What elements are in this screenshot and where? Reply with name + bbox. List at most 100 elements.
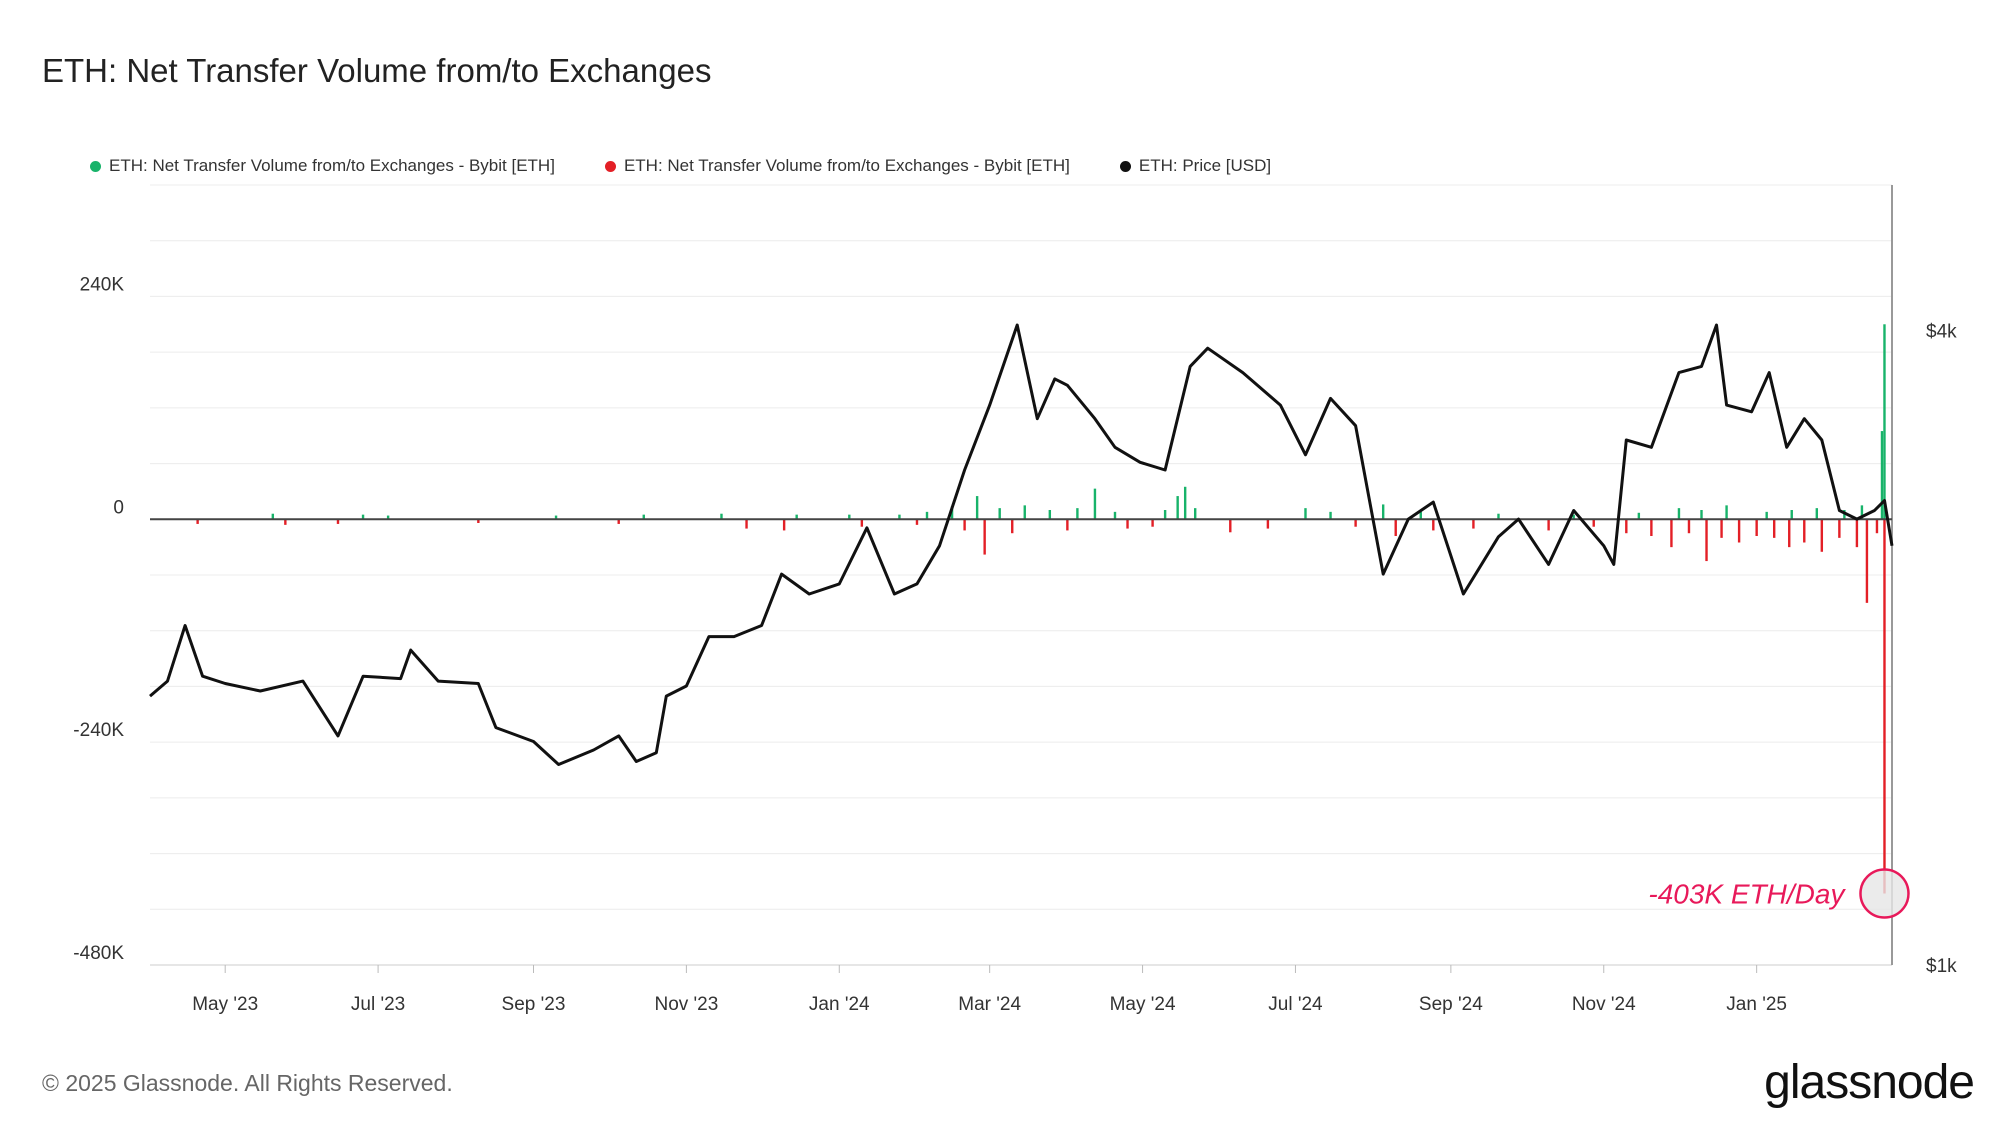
outflow-bar bbox=[1883, 519, 1886, 894]
inflow-bar bbox=[1700, 510, 1703, 520]
outflow-bar bbox=[1126, 519, 1129, 529]
legend-item-price[interactable]: ETH: Price [USD] bbox=[1119, 156, 1272, 176]
inflow-bar bbox=[1419, 511, 1422, 520]
outflow-bar bbox=[1737, 519, 1741, 543]
chart-legend: ETH: Net Transfer Volume from/to Exchang… bbox=[90, 156, 1271, 176]
inflow-bar bbox=[554, 515, 558, 520]
inflow-bar bbox=[848, 514, 851, 520]
inflow-bar bbox=[271, 513, 275, 520]
outflow-bar bbox=[1066, 519, 1069, 531]
outflow-bar bbox=[1820, 519, 1824, 552]
outflow-bar bbox=[336, 519, 340, 524]
outflow-bar bbox=[1687, 519, 1691, 534]
outflow-bar bbox=[1705, 519, 1708, 562]
inflow-bar bbox=[1194, 508, 1197, 520]
outflow-bar bbox=[1670, 519, 1673, 548]
legend-label-inflow: ETH: Net Transfer Volume from/to Exchang… bbox=[109, 156, 555, 175]
outflow-bar bbox=[617, 519, 620, 524]
outflow-bar bbox=[1472, 519, 1475, 529]
y-right-tick-label: $4k bbox=[1926, 322, 1957, 343]
inflow-bar bbox=[1023, 505, 1026, 520]
x-tick-label: Sep '24 bbox=[1419, 994, 1483, 1015]
inflow-bar bbox=[1725, 505, 1728, 520]
inflow-bar bbox=[898, 514, 901, 520]
outflow-bar bbox=[782, 519, 786, 531]
outflow-bar bbox=[860, 519, 864, 527]
x-tick-label: Jul '24 bbox=[1268, 994, 1323, 1015]
inflow-bar bbox=[1843, 510, 1846, 520]
inflow-bar bbox=[1113, 511, 1117, 520]
inflow-bar bbox=[642, 514, 645, 520]
outflow-bar bbox=[1625, 519, 1628, 534]
inflow-bar bbox=[1572, 514, 1575, 520]
inflow-bar bbox=[386, 515, 390, 520]
x-tick-label: May '23 bbox=[192, 994, 258, 1015]
inflow-bar bbox=[1880, 431, 1884, 520]
inflow-bar bbox=[1176, 496, 1179, 520]
y-left-tick-label: -240K bbox=[73, 720, 124, 741]
x-tick-label: Nov '23 bbox=[654, 994, 718, 1015]
inflow-bar bbox=[1765, 511, 1768, 520]
inflow-bar bbox=[1163, 510, 1167, 520]
x-tick-label: Sep '23 bbox=[502, 994, 566, 1015]
outflow-bar bbox=[1650, 519, 1653, 536]
outflow-bar bbox=[1432, 519, 1435, 531]
outflow-bar bbox=[1592, 519, 1595, 527]
x-tick-label: Nov '24 bbox=[1572, 994, 1636, 1015]
annotation-circle bbox=[1859, 868, 1910, 919]
inflow-bar bbox=[1677, 508, 1681, 520]
outflow-bar bbox=[1011, 519, 1014, 534]
inflow-bar bbox=[998, 508, 1001, 520]
outflow-bar bbox=[1720, 519, 1723, 538]
outflow-bar bbox=[963, 519, 966, 531]
glassnode-logo: glassnode bbox=[1764, 1056, 1975, 1109]
outflow-bar bbox=[1865, 519, 1869, 603]
legend-label-price: ETH: Price [USD] bbox=[1138, 156, 1272, 175]
chart-title: ETH: Net Transfer Volume from/to Exchang… bbox=[42, 52, 712, 89]
inflow-bar bbox=[1048, 510, 1052, 520]
outflow-bar bbox=[1855, 519, 1859, 548]
outflow-bar bbox=[1266, 519, 1270, 529]
inflow-bar bbox=[1093, 488, 1097, 520]
inflow-bar bbox=[1497, 513, 1500, 520]
inflow-bar bbox=[1329, 511, 1332, 520]
price-line bbox=[149, 323, 1894, 766]
inflow-bar bbox=[1076, 508, 1079, 520]
outflow-bar bbox=[1755, 519, 1758, 536]
legend-item-inflow[interactable]: ETH: Net Transfer Volume from/to Exchang… bbox=[90, 156, 555, 176]
outflow-bar bbox=[1547, 519, 1550, 531]
inflow-bar bbox=[720, 513, 723, 520]
outflow-bar bbox=[196, 519, 199, 524]
inflow-bar bbox=[1381, 504, 1385, 520]
inflow-bar bbox=[925, 511, 929, 520]
inflow-bar bbox=[975, 496, 979, 520]
legend-dot-black bbox=[1119, 160, 1131, 172]
legend-dot-red bbox=[604, 160, 616, 172]
outflow-bar bbox=[1354, 519, 1357, 527]
inflow-bar bbox=[1183, 486, 1187, 520]
outflow-bar bbox=[1229, 519, 1232, 533]
y-left-tick-label: 0 bbox=[113, 497, 124, 518]
copyright-text: © 2025 Glassnode. All Rights Reserved. bbox=[42, 1070, 453, 1096]
outflow-bar bbox=[1803, 519, 1806, 543]
outflow-bar bbox=[1875, 519, 1879, 534]
x-tick-label: Jan '24 bbox=[809, 994, 870, 1015]
inflow-bar bbox=[1637, 512, 1641, 520]
outflow-bar bbox=[983, 519, 986, 555]
inflow-bar bbox=[1883, 324, 1886, 520]
inflow-bar bbox=[950, 506, 954, 520]
y-right-tick-label: $1k bbox=[1926, 956, 1957, 977]
inflow-bar bbox=[1790, 510, 1793, 520]
outflow-bar bbox=[1394, 519, 1397, 536]
inflow-bar bbox=[1815, 508, 1819, 520]
x-tick-label: Mar '24 bbox=[958, 994, 1021, 1015]
y-left-tick-label: -480K bbox=[73, 943, 124, 964]
outflow-bar bbox=[477, 519, 480, 523]
outflow-bar bbox=[1838, 519, 1841, 538]
inflow-bar bbox=[1860, 505, 1864, 520]
outflow-bar bbox=[1151, 519, 1154, 527]
legend-item-outflow[interactable]: ETH: Net Transfer Volume from/to Exchang… bbox=[604, 156, 1070, 176]
outflow-bar bbox=[1788, 519, 1791, 548]
inflow-bar bbox=[1304, 508, 1307, 520]
